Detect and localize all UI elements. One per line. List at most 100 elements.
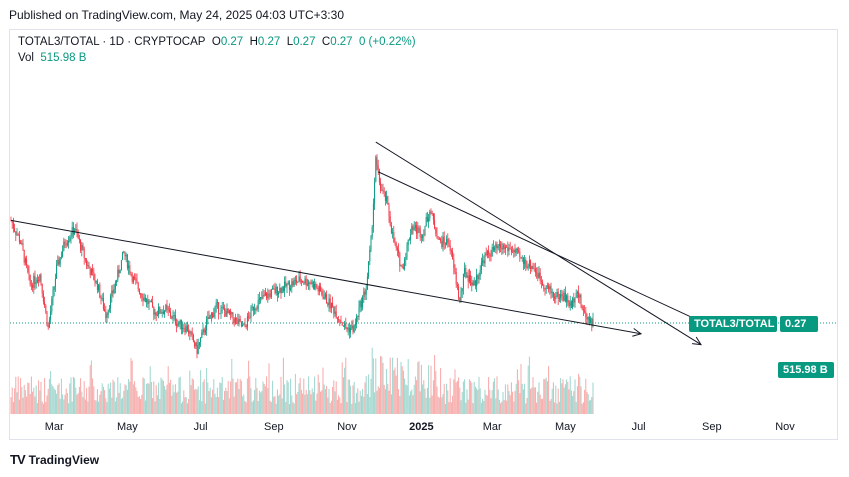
volume-bar [570, 390, 572, 414]
candle-body [12, 223, 14, 229]
candle-body [104, 309, 106, 312]
volume-bar [359, 390, 361, 414]
candle-body [508, 248, 510, 252]
volume-bar [546, 381, 548, 414]
volume-bar [350, 385, 352, 414]
volume-bar [522, 389, 524, 414]
candle-body [498, 243, 500, 247]
symbol-name[interactable]: TOTAL3/TOTAL · 1D · CRYPTOCAP [18, 36, 206, 48]
candle-body [336, 318, 338, 320]
volume-bar [548, 365, 550, 414]
candle-body [394, 242, 396, 244]
volume-bar [122, 397, 124, 414]
candle-body [194, 341, 196, 347]
candle-body [453, 258, 455, 268]
volume-bar [471, 382, 473, 414]
trendline[interactable] [10, 219, 642, 335]
volume-bar [483, 400, 485, 414]
candle-body [333, 306, 335, 314]
volume-bar [120, 398, 122, 414]
candle-body [296, 279, 298, 283]
tradingview-brand[interactable]: TV TradingView [10, 452, 99, 467]
volume-bar [129, 381, 131, 414]
volume-bar [39, 390, 41, 414]
volume-bar [152, 398, 154, 414]
candle-body [560, 294, 562, 299]
candle-body [495, 244, 497, 248]
candle-body [568, 302, 570, 307]
volume-bar [22, 397, 24, 414]
candle-body [522, 257, 524, 264]
candle-body [260, 297, 262, 299]
candle-body [342, 325, 344, 327]
volume-bar [76, 394, 78, 414]
candle-body [308, 282, 310, 285]
volume-bar [190, 385, 192, 414]
trendline[interactable] [377, 171, 722, 332]
volume-legend[interactable]: Vol 515.98 B [18, 52, 86, 64]
volume-bar [118, 392, 120, 414]
volume-bar [138, 396, 140, 414]
candle-body [382, 190, 384, 192]
volume-bar [142, 377, 144, 414]
volume-bar [57, 385, 59, 414]
volume-bar [423, 380, 425, 414]
volume-bar [464, 379, 466, 414]
volume-bar [84, 399, 86, 414]
volume-bar [59, 398, 61, 414]
volume-bar [182, 401, 184, 414]
trendlines[interactable] [10, 141, 723, 346]
candle-body [518, 250, 520, 252]
volume-bar [246, 378, 248, 414]
candle-body [364, 291, 366, 295]
candle-body [86, 259, 88, 266]
volume-bar [566, 379, 568, 414]
x-tick-label: Jul [631, 421, 646, 433]
volume-bar [352, 385, 354, 414]
trendline[interactable] [375, 141, 702, 346]
candle-body [491, 246, 493, 257]
volume-bar [436, 386, 438, 414]
candle-body [167, 307, 169, 310]
candle-body [152, 302, 154, 308]
candle-body [189, 331, 191, 334]
candle-body [54, 278, 56, 287]
candle-body [376, 157, 378, 166]
volume-bar [348, 379, 350, 414]
volume-bar [323, 384, 325, 414]
volume-bar [579, 376, 581, 414]
volume-bar [461, 391, 463, 414]
candle-body [252, 306, 254, 311]
candle-body [155, 312, 157, 316]
volume-bar [161, 379, 163, 414]
volume-bar [78, 386, 80, 414]
candle-body [149, 300, 151, 302]
candle-body [435, 228, 437, 234]
volume-bar [233, 396, 235, 414]
volume-bar [430, 365, 432, 414]
candle-body [525, 259, 527, 268]
volume-bar [424, 388, 426, 414]
volume-bar [431, 395, 433, 414]
candle-body [20, 242, 22, 244]
candle-body [534, 268, 536, 273]
volume-bar [335, 381, 337, 414]
volume-bar [521, 383, 523, 414]
volume-bar [237, 378, 239, 414]
candle-body [279, 287, 281, 293]
candle-body [146, 299, 148, 302]
volume-bar [347, 379, 349, 414]
candle-body [77, 233, 79, 239]
volume-bar [562, 379, 564, 414]
candle-body [425, 216, 427, 227]
volume-bar [146, 384, 148, 414]
candle-body [579, 295, 581, 298]
volume-bar [473, 381, 475, 414]
symbol-legend[interactable]: TOTAL3/TOTAL · 1D · CRYPTOCAP O0.27 H0.2… [18, 36, 416, 48]
brand-name: TradingView [28, 452, 100, 467]
volume-bar [27, 382, 29, 414]
volume-bar [482, 398, 484, 414]
volume-bar [278, 395, 280, 414]
volume-bar [539, 394, 541, 414]
